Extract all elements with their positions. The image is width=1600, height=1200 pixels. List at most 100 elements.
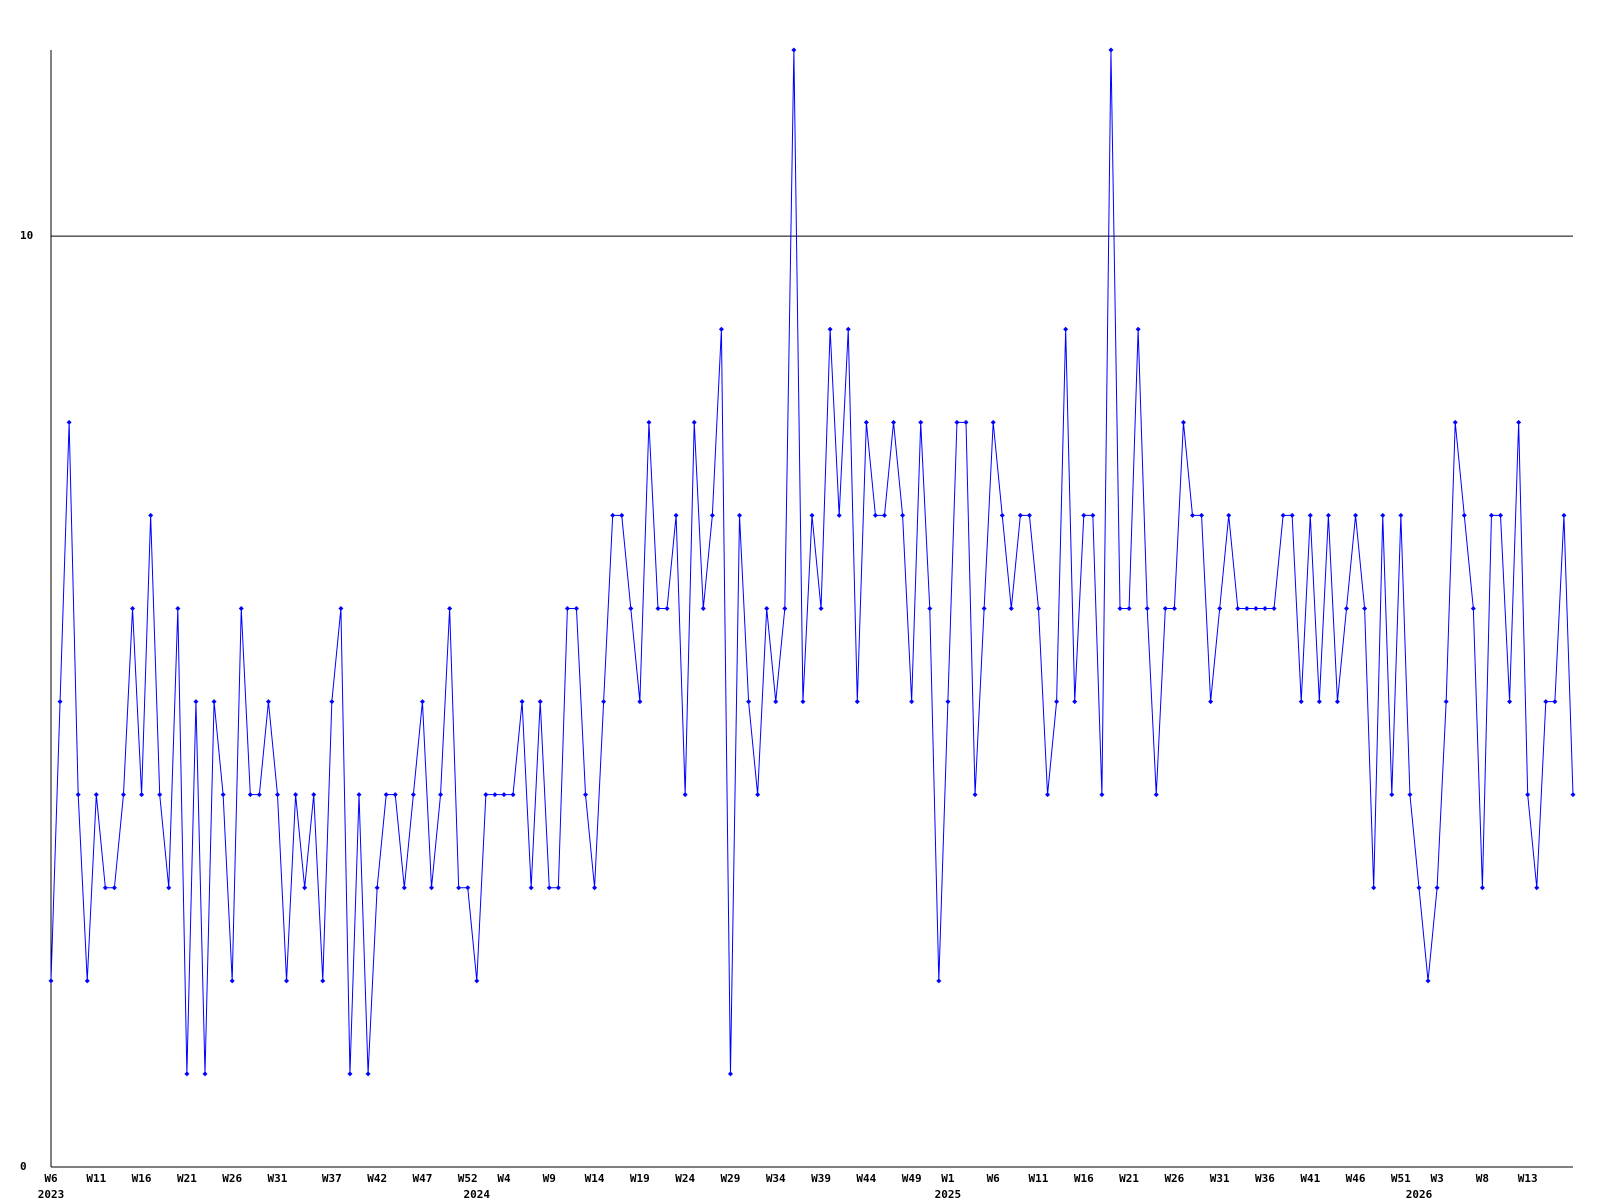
x-tick-label: W49 xyxy=(902,1172,922,1185)
data-point xyxy=(1389,792,1395,798)
data-point xyxy=(854,699,860,705)
data-point xyxy=(130,606,136,611)
data-point xyxy=(456,885,462,891)
data-point xyxy=(429,885,434,891)
data-point xyxy=(954,419,960,425)
data-point xyxy=(682,792,688,798)
data-point xyxy=(691,419,697,425)
x-tick-label: W11 xyxy=(86,1172,106,1185)
data-point xyxy=(474,978,480,984)
data-point xyxy=(727,1071,733,1077)
data-point xyxy=(800,699,806,705)
data-point xyxy=(347,1071,353,1077)
data-point xyxy=(537,699,543,705)
data-point xyxy=(392,792,398,798)
data-point xyxy=(75,792,81,798)
data-point xyxy=(592,885,598,891)
data-point xyxy=(1190,512,1195,518)
data-point xyxy=(1072,699,1078,705)
data-point xyxy=(1534,885,1540,891)
data-point xyxy=(519,699,525,705)
data-point xyxy=(1344,606,1350,611)
data-point xyxy=(1153,792,1159,798)
data-point xyxy=(872,512,878,518)
data-point xyxy=(936,978,942,984)
data-point xyxy=(329,699,335,705)
x-tick-label: W26 xyxy=(1164,1172,1184,1185)
data-point xyxy=(320,978,326,984)
data-point xyxy=(483,792,489,798)
data-point xyxy=(1244,606,1250,611)
x-tick-label: W29 xyxy=(721,1172,741,1185)
data-point xyxy=(782,606,788,611)
data-point xyxy=(1135,326,1141,332)
data-point xyxy=(84,978,90,984)
x-tick-label: W21 xyxy=(177,1172,197,1185)
data-point xyxy=(1434,885,1440,891)
data-point xyxy=(492,792,498,798)
data-point xyxy=(1307,512,1313,518)
data-point xyxy=(139,792,145,798)
data-point xyxy=(247,792,253,798)
data-point xyxy=(1479,885,1485,891)
data-point xyxy=(365,1071,371,1077)
data-point xyxy=(818,606,824,611)
data-point xyxy=(909,699,915,705)
data-point xyxy=(945,699,951,705)
data-point xyxy=(1226,512,1232,518)
data-point xyxy=(510,792,516,798)
x-tick-label: W14 xyxy=(585,1172,605,1185)
x-tick-label: W52 xyxy=(458,1172,478,1185)
data-point xyxy=(1570,792,1576,798)
data-point xyxy=(809,512,815,518)
y-tick-label: 0 xyxy=(20,1160,27,1173)
data-point xyxy=(972,792,978,798)
data-point xyxy=(1262,606,1268,611)
data-point xyxy=(1208,699,1214,705)
data-point xyxy=(583,792,589,798)
data-point xyxy=(1298,699,1304,705)
data-point xyxy=(1035,606,1041,611)
data-point xyxy=(383,792,389,798)
data-point xyxy=(827,326,833,332)
x-tick-label: W31 xyxy=(268,1172,288,1185)
x-tick-label: W13 xyxy=(1518,1172,1538,1185)
data-point xyxy=(1171,606,1177,611)
data-point xyxy=(619,512,625,518)
data-point xyxy=(1561,512,1567,518)
data-point xyxy=(211,699,217,705)
data-point xyxy=(999,512,1005,518)
x-tick-label: W31 xyxy=(1210,1172,1230,1185)
data-point xyxy=(1398,512,1404,518)
data-point xyxy=(157,792,163,798)
data-point xyxy=(610,512,616,518)
data-point xyxy=(148,512,154,518)
data-line xyxy=(50,49,1574,1074)
data-point xyxy=(791,47,797,53)
y-tick-label: 10 xyxy=(20,229,33,242)
data-point xyxy=(637,699,643,705)
data-point xyxy=(1162,606,1168,611)
x-tick-label: W21 xyxy=(1119,1172,1139,1185)
data-point xyxy=(1117,606,1123,611)
data-point xyxy=(1461,512,1467,518)
data-point xyxy=(1063,326,1069,332)
data-point xyxy=(718,326,724,332)
data-point xyxy=(1362,606,1368,611)
data-point xyxy=(573,606,579,611)
data-point xyxy=(374,885,380,891)
data-point xyxy=(1543,699,1549,705)
data-point xyxy=(356,792,362,798)
data-point xyxy=(900,512,906,518)
data-point xyxy=(1126,606,1132,611)
data-point xyxy=(193,699,199,705)
data-point xyxy=(1108,47,1114,53)
data-point xyxy=(1017,512,1023,518)
data-point xyxy=(501,792,507,798)
x-tick-label: W51 xyxy=(1391,1172,1411,1185)
data-point xyxy=(338,606,344,611)
data-point xyxy=(963,419,969,425)
data-point xyxy=(628,606,634,611)
